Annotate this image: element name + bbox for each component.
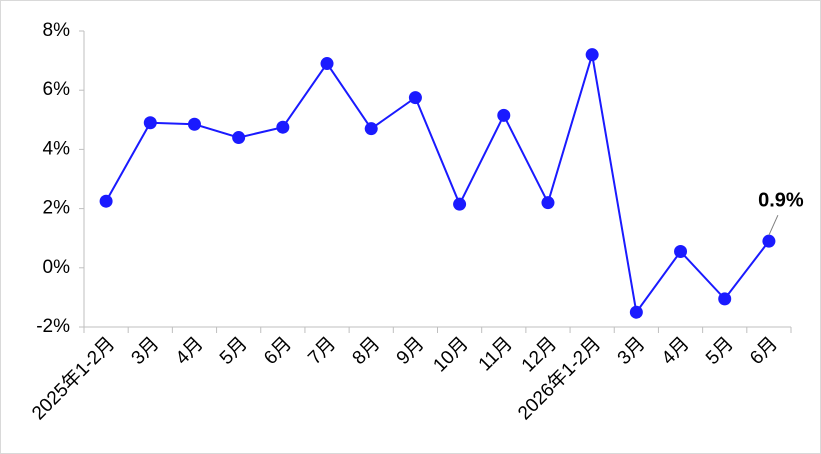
point <box>541 196 555 210</box>
point <box>408 91 422 105</box>
point <box>276 120 290 134</box>
point <box>453 197 467 211</box>
y-tick-label: 8% <box>43 20 71 41</box>
point <box>187 117 201 131</box>
line <box>105 54 770 315</box>
y-tick-label: -2% <box>36 316 70 337</box>
y-tick-label: 0% <box>43 257 71 278</box>
y-tick-label: 6% <box>43 79 71 100</box>
label-leader <box>768 214 779 236</box>
point <box>364 122 378 136</box>
value-label: 0.9% <box>758 189 804 211</box>
point <box>674 245 688 259</box>
point <box>99 194 113 208</box>
point <box>585 48 599 62</box>
point <box>629 305 643 319</box>
point <box>143 116 157 130</box>
point <box>232 131 246 145</box>
point <box>320 57 334 71</box>
y-tick-label: 2% <box>43 198 71 219</box>
y-tick-label: 4% <box>43 138 71 159</box>
point <box>718 292 732 306</box>
point <box>497 108 511 122</box>
point <box>762 234 776 248</box>
